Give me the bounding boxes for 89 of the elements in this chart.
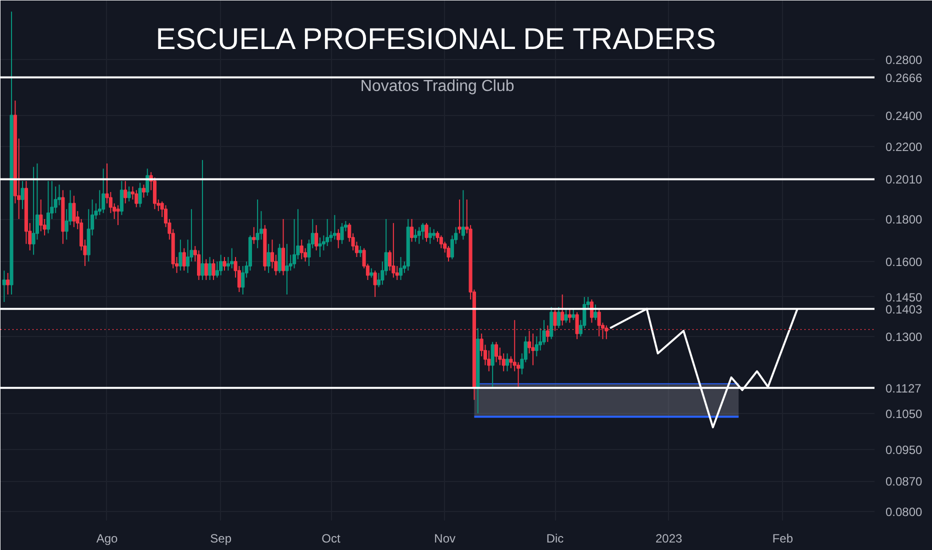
candlestick xyxy=(439,234,443,249)
x-tick-label: Ago xyxy=(96,532,118,546)
candlestick xyxy=(332,214,336,240)
y-tick-label: 0.1800 xyxy=(886,212,923,227)
candlestick xyxy=(124,180,128,204)
candlestick xyxy=(300,239,304,260)
candlestick xyxy=(138,182,142,208)
candlestick xyxy=(594,304,598,321)
candlestick xyxy=(417,226,421,244)
candlestick xyxy=(370,268,374,278)
candlestick xyxy=(116,204,120,226)
y-tick-label: 0.1050 xyxy=(886,406,923,421)
candlestick xyxy=(2,270,6,302)
candlestick xyxy=(72,195,76,228)
candlestick xyxy=(278,243,282,274)
candlestick xyxy=(461,190,465,240)
candlestick xyxy=(314,224,318,251)
candlestick xyxy=(127,186,131,202)
candlestick xyxy=(531,333,535,366)
ref-line-label: 0.2666 xyxy=(886,70,923,85)
candlestick xyxy=(32,166,36,256)
candlestick xyxy=(336,228,340,249)
candlestick xyxy=(432,228,436,240)
candlestick xyxy=(410,218,414,242)
candlestick xyxy=(564,309,568,324)
y-tick-label: 0.1300 xyxy=(886,330,923,344)
candlestick xyxy=(392,222,396,278)
candlestick xyxy=(208,256,212,280)
candlestick xyxy=(421,222,425,240)
y-tick-label: 0.1600 xyxy=(886,254,923,269)
candlestick xyxy=(200,160,204,280)
candlestick xyxy=(120,180,124,216)
x-tick-label: Dic xyxy=(546,532,564,546)
candlestick xyxy=(285,243,289,295)
candlestick xyxy=(568,309,572,324)
ref-line-label: 0.1403 xyxy=(886,302,923,316)
candlestick xyxy=(318,237,322,258)
candlestick xyxy=(204,258,208,280)
candlestick xyxy=(134,190,138,208)
candlestick xyxy=(398,256,403,280)
x-tick-label: Feb xyxy=(772,532,794,546)
candlestick xyxy=(414,228,418,242)
candlestick xyxy=(424,222,428,242)
candlestick xyxy=(6,272,10,295)
candlestick xyxy=(241,266,245,295)
candlestick xyxy=(266,243,270,274)
candlestick xyxy=(373,270,377,298)
candlestick xyxy=(556,306,560,329)
candlestick xyxy=(490,341,494,388)
x-tick-label: Oct xyxy=(322,532,342,546)
candlestick xyxy=(252,226,256,244)
x-tick-label: Nov xyxy=(434,532,456,546)
text: ESCUELA PROFESIONAL DE TRADERS xyxy=(156,23,716,56)
candlestick xyxy=(197,250,201,280)
candlestick xyxy=(256,199,260,249)
candlestick xyxy=(39,199,43,232)
y-tick-label: 0.0800 xyxy=(886,504,923,519)
candlestick xyxy=(230,248,234,269)
candlestick xyxy=(428,226,432,244)
candlestick xyxy=(142,184,146,198)
candlestick xyxy=(572,309,576,321)
candlestick xyxy=(46,180,50,234)
candlestick xyxy=(458,199,462,234)
y-tick-label: 0.2800 xyxy=(886,53,923,68)
candlestick xyxy=(182,248,186,272)
candlestick xyxy=(358,246,362,258)
x-tick-label: 2023 xyxy=(656,532,683,546)
candlestick xyxy=(212,258,216,280)
candlestick xyxy=(102,168,106,214)
y-tick-label: 0.2200 xyxy=(886,140,923,154)
y-tick-label: 0.0950 xyxy=(886,442,923,457)
y-tick-label: 0.0870 xyxy=(886,474,923,489)
candlestick xyxy=(494,341,498,363)
candlestick xyxy=(20,180,24,210)
x-tick-label: Sep xyxy=(210,532,232,546)
candlestick xyxy=(560,294,564,326)
y-tick-label: 0.2400 xyxy=(886,108,923,123)
candlestick xyxy=(340,222,344,244)
candlestick xyxy=(326,218,330,247)
y-tick-label: 0.1450 xyxy=(886,290,923,304)
ref-line-label: 0.2010 xyxy=(886,172,923,187)
candlestick xyxy=(178,239,182,272)
candlestick xyxy=(281,218,286,276)
candlestick xyxy=(446,246,450,262)
candlestick xyxy=(219,254,223,276)
candlestick xyxy=(505,352,510,372)
text: Novatos Trading Club xyxy=(360,78,514,95)
ref-line-label: 0.1127 xyxy=(886,381,922,396)
candlestick xyxy=(222,256,226,272)
